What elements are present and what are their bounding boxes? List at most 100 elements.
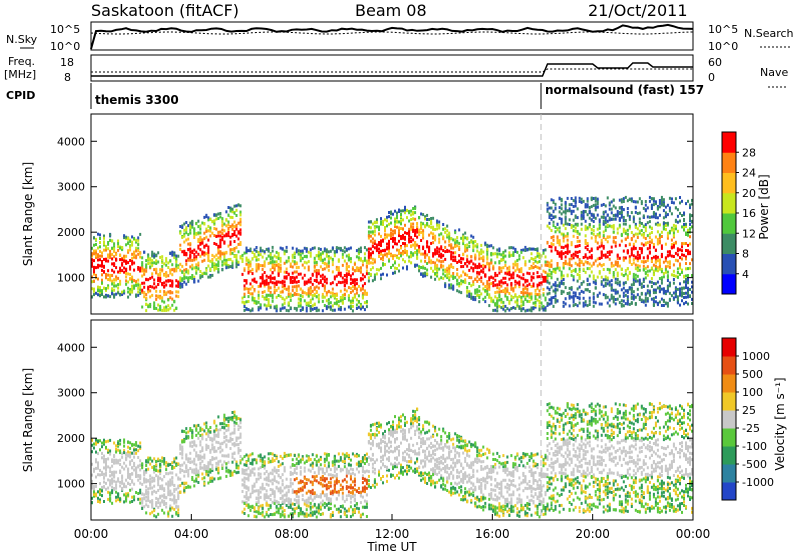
backscatter-cell [472, 249, 475, 253]
backscatter-cell [151, 275, 154, 279]
backscatter-cell [329, 305, 332, 309]
backscatter-cell [119, 293, 122, 297]
backscatter-cell [245, 258, 248, 262]
backscatter-cell [436, 272, 439, 276]
backscatter-cell [685, 286, 688, 290]
backscatter-cell [406, 251, 409, 254]
backscatter-cell [681, 291, 684, 295]
backscatter-cell [125, 456, 128, 460]
backscatter-cell [249, 247, 252, 251]
backscatter-cell [247, 270, 250, 274]
backscatter-cell [454, 255, 457, 259]
backscatter-cell [664, 265, 667, 269]
backscatter-cell [299, 272, 302, 276]
backscatter-cell [394, 219, 397, 223]
backscatter-cell [689, 252, 692, 256]
backscatter-cell [279, 294, 282, 298]
backscatter-cell [265, 278, 268, 282]
backscatter-cell [594, 286, 597, 290]
backscatter-cell [626, 210, 629, 214]
backscatter-cell [398, 269, 401, 273]
backscatter-cell [117, 442, 120, 445]
backscatter-cell [679, 256, 682, 260]
backscatter-cell [622, 257, 625, 261]
backscatter-cell [400, 214, 403, 218]
backscatter-cell [319, 281, 322, 284]
backscatter-cell [642, 300, 645, 304]
backscatter-cell [123, 256, 126, 260]
backscatter-cell [562, 262, 565, 265]
backscatter-cell [99, 233, 102, 237]
backscatter-cell [117, 286, 120, 290]
backscatter-cell [375, 245, 378, 249]
backscatter-cell [390, 231, 393, 235]
backscatter-cell [291, 279, 294, 283]
backscatter-cell [616, 210, 619, 213]
backscatter-cell [608, 280, 611, 284]
backscatter-cell [588, 216, 591, 220]
backscatter-cell [524, 285, 527, 289]
backscatter-cell [263, 250, 266, 254]
backscatter-cell [689, 242, 692, 246]
backscatter-cell [602, 203, 605, 206]
backscatter-cell [253, 279, 256, 283]
backscatter-cell [369, 247, 372, 251]
backscatter-cell [103, 457, 106, 461]
backscatter-cell [666, 254, 669, 258]
backscatter-cell [105, 288, 108, 292]
backscatter-cell [109, 481, 112, 485]
backscatter-cell [117, 444, 120, 448]
backscatter-cell [442, 223, 445, 226]
backscatter-cell [614, 277, 617, 281]
backscatter-cell [620, 208, 623, 212]
backscatter-cell [175, 254, 178, 258]
backscatter-cell [534, 259, 537, 263]
backscatter-cell [564, 222, 567, 226]
backscatter-cell [572, 300, 575, 304]
backscatter-cell [219, 238, 222, 242]
backscatter-cell [572, 205, 575, 208]
backscatter-cell [380, 266, 383, 270]
backscatter-cell [203, 231, 206, 235]
backscatter-cell [562, 236, 565, 240]
backscatter-cell [658, 213, 661, 217]
backscatter-cell [153, 254, 156, 258]
backscatter-cell [468, 241, 471, 245]
backscatter-cell [496, 302, 499, 306]
backscatter-cell [185, 259, 188, 263]
backscatter-cell [115, 480, 118, 484]
backscatter-cell [139, 501, 142, 505]
backscatter-cell [406, 208, 409, 212]
backscatter-cell [638, 229, 641, 233]
backscatter-cell [321, 292, 324, 296]
backscatter-cell [444, 268, 447, 272]
backscatter-cell [175, 279, 178, 283]
backscatter-cell [157, 260, 160, 264]
backscatter-cell [598, 220, 601, 224]
backscatter-cell [462, 242, 465, 246]
backscatter-cell [462, 257, 465, 261]
backscatter-cell [95, 484, 98, 488]
backscatter-cell [520, 267, 523, 271]
backscatter-cell [432, 260, 435, 264]
backscatter-cell [109, 493, 112, 497]
backscatter-cell [277, 286, 280, 290]
backscatter-cell [141, 500, 144, 504]
backscatter-cell [612, 198, 615, 202]
backscatter-cell [380, 234, 383, 238]
backscatter-cell [586, 283, 589, 287]
backscatter-cell [488, 276, 491, 280]
backscatter-cell [183, 272, 186, 276]
backscatter-cell [315, 291, 318, 294]
backscatter-cell [149, 265, 152, 269]
backscatter-cell [241, 296, 244, 300]
backscatter-cell [93, 252, 96, 256]
backscatter-cell [604, 210, 607, 214]
backscatter-cell [402, 266, 405, 270]
backscatter-cell [213, 234, 216, 237]
backscatter-cell [127, 445, 130, 449]
backscatter-cell [111, 289, 114, 292]
backscatter-cell [378, 241, 381, 244]
backscatter-cell [323, 304, 326, 307]
backscatter-cell [560, 207, 563, 211]
